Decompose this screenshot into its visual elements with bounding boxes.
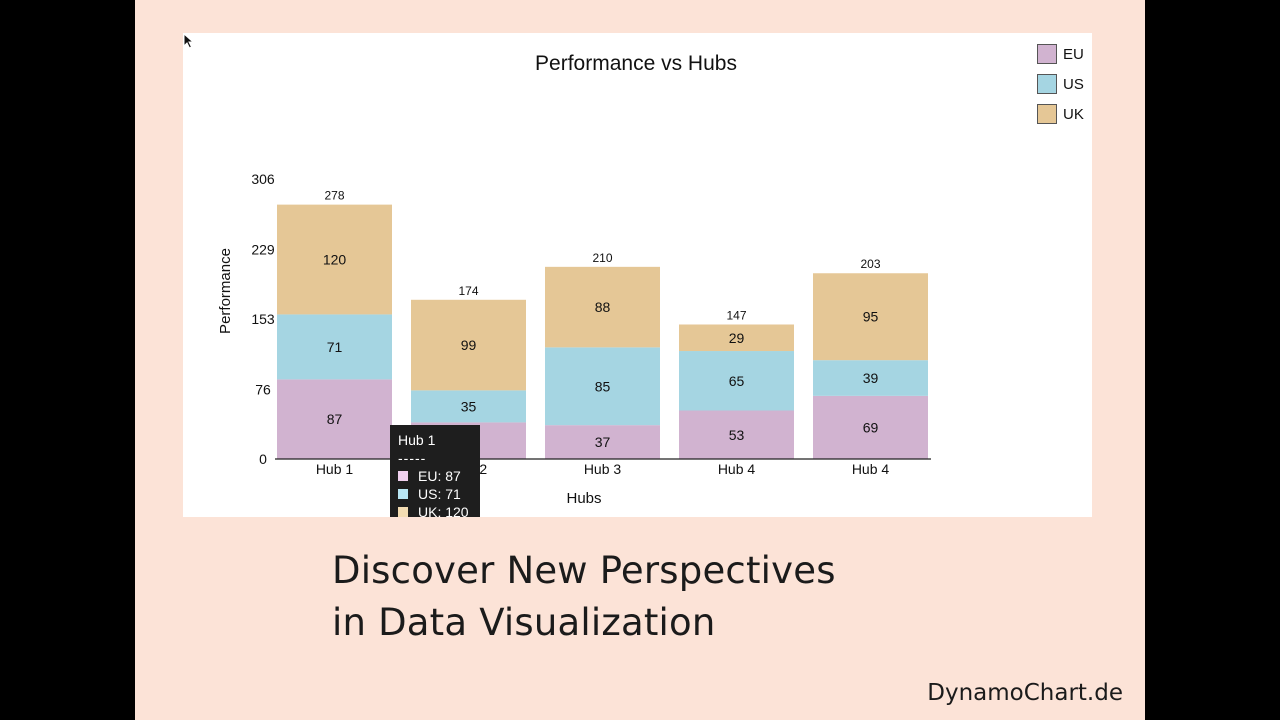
y-tick-label-4: 229 — [251, 241, 275, 257]
tooltip-row-eu: EU: 87 — [398, 467, 480, 485]
tooltip-value-eu: EU: 87 — [418, 468, 461, 484]
tooltip-value-uk: UK: 120 — [418, 504, 469, 517]
mouse-pointer-icon — [183, 33, 195, 49]
y-tick-label-1: 0 — [259, 451, 267, 467]
total-label-3: 210 — [592, 251, 612, 265]
headline-line-1: Discover New Perspectives — [332, 549, 836, 592]
bar-uk-3[interactable] — [545, 266, 660, 348]
bar-eu-4[interactable] — [679, 410, 794, 459]
tooltip-row-us: US: 71 — [398, 485, 480, 503]
value-label-us-2: 35 — [461, 398, 477, 414]
headline-line-2: in Data Visualization — [332, 601, 716, 644]
x-tick-label-3: Hub 3 — [584, 461, 622, 477]
brand-name: DynamoChart.de — [927, 680, 1123, 706]
legend-swatch-uk — [1037, 104, 1057, 124]
legend-label-uk: UK — [1063, 105, 1084, 123]
total-label-2: 174 — [458, 284, 478, 298]
value-label-us-1: 71 — [327, 339, 343, 355]
tooltip-swatch-us — [398, 489, 408, 499]
headline: Discover New Perspectives in Data Visual… — [332, 545, 836, 649]
bar-us-4[interactable] — [679, 351, 794, 411]
bar-eu-5[interactable] — [813, 395, 928, 459]
value-label-us-5: 39 — [863, 370, 879, 386]
value-label-us-4: 65 — [729, 373, 745, 389]
y-tick-label-2: 76 — [255, 381, 271, 397]
hover-tooltip: Hub 1 ----- EU: 87 US: 71 UK: 120 — [390, 425, 480, 517]
bar-us-3[interactable] — [545, 347, 660, 426]
tooltip-value-us: US: 71 — [418, 486, 461, 502]
bar-us-2[interactable] — [411, 390, 526, 423]
value-label-uk-2: 99 — [461, 337, 477, 353]
legend-item-eu[interactable]: EU — [1037, 39, 1084, 69]
bar-uk-5[interactable] — [813, 273, 928, 361]
value-label-eu-3: 37 — [595, 434, 611, 450]
legend-item-uk[interactable]: UK — [1037, 99, 1084, 129]
x-tick-label-5: Hub 4 — [852, 461, 890, 477]
x-tick-label-4: Hub 4 — [718, 461, 756, 477]
bars-group: 8771120278403599174378588210536529147693… — [277, 189, 928, 459]
x-tick-label-1: Hub 1 — [316, 461, 354, 477]
legend-swatch-eu — [1037, 44, 1057, 64]
slide: Performance vs Hubs Performance Hubs 87 7… — [135, 0, 1145, 720]
bar-uk-1[interactable] — [277, 204, 392, 315]
bar-eu-3[interactable] — [545, 425, 660, 459]
value-label-uk-1: 120 — [323, 252, 347, 268]
total-label-5: 203 — [860, 257, 880, 271]
chart-title: Performance vs Hubs — [535, 52, 737, 75]
value-label-eu-4: 53 — [729, 427, 745, 443]
value-label-uk-4: 29 — [729, 330, 745, 346]
value-label-uk-5: 95 — [863, 309, 879, 325]
bar-uk-2[interactable] — [411, 299, 526, 391]
tooltip-title: Hub 1 — [398, 432, 436, 448]
value-label-uk-3: 88 — [595, 299, 611, 315]
bar-eu-1[interactable] — [277, 379, 392, 459]
legend: EU US UK — [1037, 39, 1084, 129]
value-label-eu-5: 69 — [863, 419, 879, 435]
y-tick-label-5: 306 — [251, 171, 275, 187]
x-axis-label: Hubs — [566, 490, 601, 507]
tooltip-row-uk: UK: 120 — [398, 503, 480, 517]
tooltip-swatch-eu — [398, 471, 408, 481]
total-label-1: 278 — [324, 189, 344, 203]
tooltip-swatch-uk — [398, 507, 408, 517]
stacked-bar-chart: Performance vs Hubs Performance Hubs 87 7… — [217, 52, 931, 507]
legend-label-us: US — [1063, 75, 1084, 93]
legend-swatch-us — [1037, 74, 1057, 94]
legend-label-eu: EU — [1063, 45, 1084, 63]
bar-us-1[interactable] — [277, 314, 392, 380]
chart-card: Performance vs Hubs Performance Hubs 87 7… — [183, 33, 1092, 517]
total-label-4: 147 — [726, 308, 746, 322]
bar-uk-4[interactable] — [679, 324, 794, 352]
legend-item-us[interactable]: US — [1037, 69, 1084, 99]
value-label-us-3: 85 — [595, 378, 611, 394]
tooltip-separator: ----- — [398, 450, 427, 466]
bar-us-5[interactable] — [813, 360, 928, 396]
y-ticks-group: 0 76 153 229 306 — [251, 171, 275, 467]
y-tick-label-3: 153 — [251, 311, 275, 327]
y-axis-label: Performance — [217, 248, 234, 334]
value-label-eu-1: 87 — [327, 411, 343, 427]
